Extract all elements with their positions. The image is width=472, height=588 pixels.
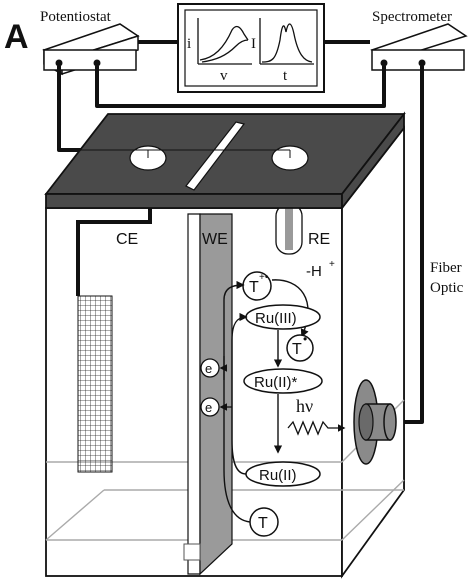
cyclic-voltammogram-curve bbox=[199, 25, 249, 63]
emission-time-axis-label: t bbox=[283, 68, 288, 84]
cv-current-axis-label: i bbox=[187, 36, 191, 52]
t-oxidation-path bbox=[223, 280, 251, 523]
counter-electrode-label: CE bbox=[116, 231, 138, 248]
photon-emission-arrow bbox=[287, 420, 346, 436]
electron-node-1 bbox=[200, 358, 220, 378]
emission-transient-curve bbox=[261, 23, 313, 63]
reference-electrode bbox=[275, 203, 303, 255]
t-radical-label: T bbox=[292, 341, 302, 358]
working-electrode bbox=[183, 213, 233, 576]
spectrometer-box bbox=[370, 23, 468, 71]
photon-label: hν bbox=[296, 396, 313, 416]
t-label: T bbox=[258, 515, 268, 532]
emission-intensity-axis-label: I bbox=[251, 36, 256, 52]
working-electrode-label: WE bbox=[202, 231, 228, 248]
ru-ii-label: Ru(II) bbox=[259, 467, 297, 484]
counter-electrode-mesh bbox=[77, 295, 113, 473]
ru-iii-label: Ru(III) bbox=[255, 310, 297, 327]
deprotonation-superscript: + bbox=[329, 259, 335, 270]
deprotonation-label: -H bbox=[306, 263, 322, 280]
ru-ii-excited-label: Ru(II)* bbox=[254, 374, 298, 391]
electron-node-2 bbox=[200, 397, 220, 417]
t-radical-node bbox=[286, 334, 314, 362]
t-radical-cation-superscript: +• bbox=[259, 272, 269, 283]
cell-lid bbox=[44, 111, 406, 211]
fiber-optic-lens bbox=[353, 379, 397, 465]
fiber-optic-label-line1: Fiber bbox=[430, 260, 462, 276]
spectrometer-label: Spectrometer bbox=[372, 9, 452, 25]
panel-label: A bbox=[4, 18, 29, 56]
electron-label-2: e bbox=[205, 400, 212, 415]
electron-label-1: e bbox=[205, 361, 212, 376]
fiber-optic-label-line2: Optic bbox=[430, 280, 464, 296]
t-radical-superscript: • bbox=[303, 332, 307, 346]
t-radical-cation-label: T bbox=[249, 279, 259, 296]
ru-oxidation-path bbox=[231, 312, 248, 475]
potentiostat-box bbox=[42, 23, 140, 76]
monitor bbox=[177, 3, 325, 93]
reference-electrode-label: RE bbox=[308, 231, 330, 248]
ru-ii-excited-node bbox=[243, 368, 323, 394]
cv-potential-axis-label: v bbox=[220, 68, 228, 84]
potentiostat-label: Potentiostat bbox=[40, 9, 112, 25]
